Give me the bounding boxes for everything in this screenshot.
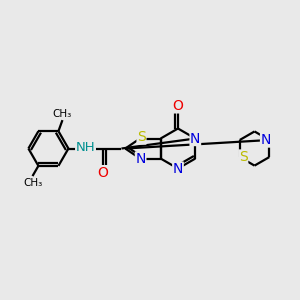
Text: O: O (172, 99, 183, 113)
Text: N: N (190, 131, 200, 146)
Text: CH₃: CH₃ (23, 178, 42, 188)
Text: N: N (261, 133, 271, 147)
Text: NH: NH (76, 141, 95, 154)
Text: CH₃: CH₃ (53, 109, 72, 118)
Text: S: S (239, 150, 248, 164)
Text: N: N (173, 162, 183, 176)
Text: O: O (98, 166, 109, 180)
Text: N: N (135, 152, 146, 166)
Text: S: S (137, 130, 146, 144)
